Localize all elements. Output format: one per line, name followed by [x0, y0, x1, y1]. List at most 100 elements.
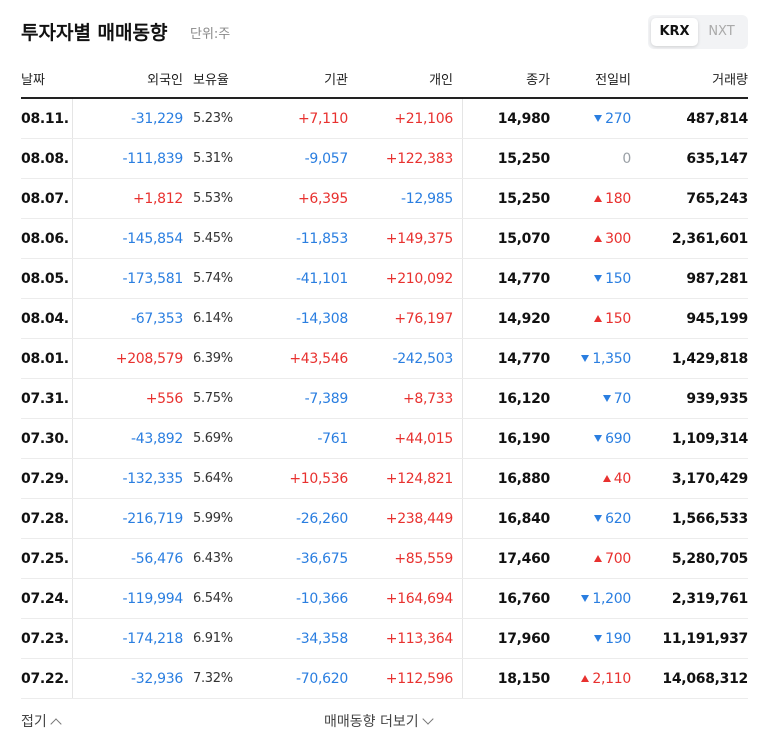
arrow-down — [594, 434, 603, 442]
tab[interactable]: NXT — [708, 24, 735, 39]
cell: -242,503 — [392, 351, 453, 367]
cell: 5.74% — [193, 271, 233, 286]
row-border — [21, 618, 748, 619]
change-cell: 2,110 — [581, 659, 631, 699]
cell: 07.24. — [21, 591, 69, 607]
row-border — [21, 258, 748, 259]
cell: 939,935 — [686, 391, 748, 407]
cell: 987,281 — [686, 271, 748, 287]
change-cell: 70 — [602, 379, 632, 419]
cell: 6.39% — [193, 351, 233, 366]
cell: -761 — [317, 431, 348, 447]
change-cell: 1,200 — [581, 579, 631, 619]
cell: 5.75% — [193, 391, 233, 406]
cell: 16,190 — [497, 431, 551, 447]
cell: -11,853 — [296, 231, 348, 247]
cell: +21,106 — [394, 111, 453, 127]
cell: 14,068,312 — [662, 671, 748, 687]
cell: 08.04. — [21, 311, 69, 327]
cell: -43,892 — [131, 431, 183, 447]
change-value: 690 — [605, 431, 631, 447]
change-value: 1,200 — [592, 591, 631, 607]
cell: 11,191,937 — [662, 631, 748, 647]
more-label: 매매동향 더보기 — [324, 714, 419, 730]
cell: +8,733 — [402, 391, 453, 407]
cell: 6.43% — [193, 551, 233, 566]
change-value: 1,350 — [592, 351, 631, 367]
cell: 5.69% — [193, 431, 233, 446]
cell: +113,364 — [385, 631, 454, 647]
cell: 5.31% — [193, 151, 233, 166]
row-border — [21, 498, 748, 499]
change-value: 190 — [605, 631, 631, 647]
cell: 7.32% — [193, 671, 233, 686]
change-cell: 190 — [594, 619, 631, 659]
column-header: 종가 — [526, 73, 550, 88]
arrow-up — [581, 674, 590, 682]
cell: 08.11. — [21, 111, 69, 127]
cell: +112,596 — [385, 671, 454, 687]
cell: 16,840 — [497, 511, 551, 527]
arrow-up — [594, 314, 603, 322]
column-header: 날짜 — [21, 73, 45, 88]
cell: 487,814 — [686, 111, 748, 127]
row-border — [21, 378, 748, 379]
cell: -9,057 — [304, 151, 349, 167]
arrow-down — [594, 514, 603, 522]
cell: -173,581 — [122, 271, 183, 287]
change-cell: 620 — [594, 499, 631, 539]
cell: +556 — [145, 391, 184, 407]
cell: 765,243 — [686, 191, 748, 207]
cell: -56,476 — [131, 551, 183, 567]
cell: -41,101 — [296, 271, 348, 287]
cell: +7,110 — [297, 111, 348, 127]
row-border — [21, 338, 748, 339]
chevron-up — [50, 718, 62, 730]
cell: 16,120 — [497, 391, 551, 407]
cell: 5.45% — [193, 231, 233, 246]
change-cell: 700 — [594, 539, 631, 579]
change-cell: 270 — [594, 99, 631, 139]
change-value: 270 — [605, 111, 631, 127]
cell: 15,070 — [497, 231, 551, 247]
change-cell: 690 — [594, 419, 631, 459]
cell: 6.14% — [193, 311, 233, 326]
more-button[interactable]: 매매동향 더보기 — [324, 711, 434, 731]
arrow-down — [594, 274, 603, 282]
cell: 07.25. — [21, 551, 69, 567]
cell: 945,199 — [686, 311, 748, 327]
cell: +76,197 — [394, 311, 453, 327]
cell: +44,015 — [394, 431, 453, 447]
column-header: 외국인 — [147, 73, 183, 88]
cell: 07.29. — [21, 471, 69, 487]
change-value: 70 — [613, 391, 632, 407]
cell: 14,920 — [497, 311, 551, 327]
cell: 14,770 — [497, 271, 551, 287]
change-cell: 150 — [594, 299, 631, 339]
arrow-up — [594, 554, 603, 562]
cell: +208,579 — [115, 351, 184, 367]
cell: -34,358 — [296, 631, 348, 647]
cell: +149,375 — [385, 231, 454, 247]
cell: 08.07. — [21, 191, 69, 207]
row-border — [21, 578, 748, 579]
row-border — [21, 538, 748, 539]
column-header: 보유율 — [193, 73, 229, 88]
cell: -14,308 — [296, 311, 348, 327]
row-border — [21, 698, 748, 699]
cell: -10,366 — [296, 591, 348, 607]
arrow-up — [602, 474, 611, 482]
cell: +1,812 — [132, 191, 183, 207]
change-value: 620 — [605, 511, 631, 527]
cell: 15,250 — [497, 151, 551, 167]
column-divider — [462, 99, 463, 699]
title: 투자자별 매매동향 — [21, 22, 168, 44]
tab[interactable]: KRX — [651, 18, 698, 46]
change-cell: 1,350 — [581, 339, 631, 379]
cell: +210,092 — [385, 271, 454, 287]
cell: +10,536 — [289, 471, 348, 487]
collapse-button[interactable]: 접기 — [21, 711, 62, 731]
cell: -7,389 — [304, 391, 349, 407]
change-cell: 0 — [622, 139, 631, 179]
